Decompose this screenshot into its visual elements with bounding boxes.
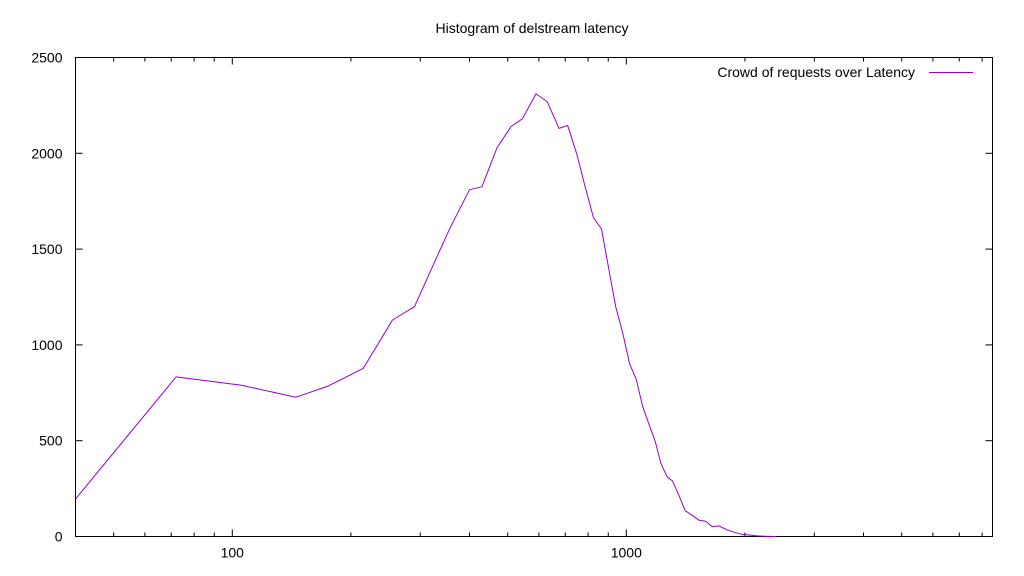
plot-frame (75, 57, 993, 537)
x-axis: 100 1000 (75, 57, 983, 561)
x-tick-label: 1000 (611, 545, 642, 561)
y-tick-label: 0 (55, 529, 63, 545)
legend-label: Crowd of requests over Latency (717, 64, 915, 80)
series-layer (75, 93, 777, 537)
y-tick-label: 2500 (31, 50, 62, 66)
y-tick-label: 500 (39, 433, 63, 449)
series-line (75, 93, 777, 537)
legend: Crowd of requests over Latency (717, 64, 973, 80)
y-axis: 0 500 1000 1500 2000 2500 (31, 50, 993, 545)
x-tick-label: 100 (221, 545, 245, 561)
chart-title: Histogram of delstream latency (436, 20, 629, 36)
y-tick-label: 2000 (31, 145, 62, 161)
y-tick-label: 1500 (31, 241, 62, 257)
y-tick-label: 1000 (31, 337, 62, 353)
